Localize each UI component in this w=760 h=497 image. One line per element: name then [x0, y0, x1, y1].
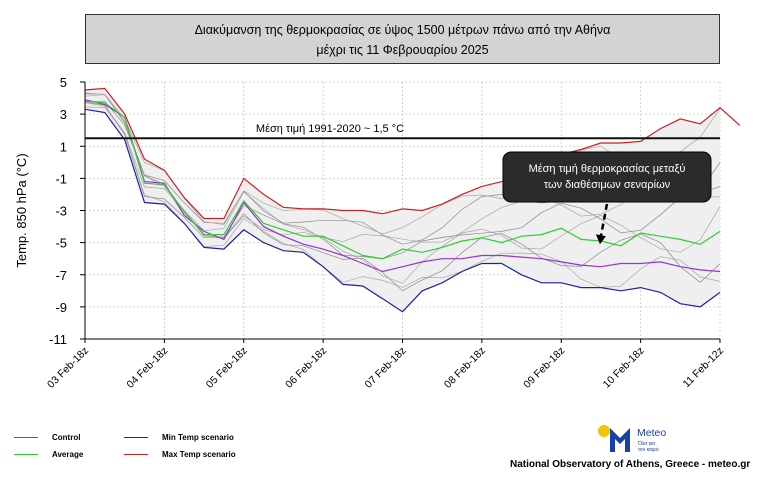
legend-label-control: Control — [52, 433, 81, 442]
legend-label-max: Max Temp scenario — [162, 450, 236, 459]
y-tick-label: -1 — [55, 171, 67, 186]
chart-title-line1: Διακύμανση της θερμοκρασίας σε ύψος 1500… — [194, 23, 611, 37]
logo-tagline-1: Όλα για — [637, 441, 655, 447]
legend-item-max: Max Temp scenario — [124, 450, 236, 459]
annotation-box — [502, 151, 712, 203]
annotation-text-2: των διαθέσιμων σεναρίων — [544, 179, 671, 191]
series-line-min-temp-scenario — [84, 108, 721, 313]
envelope-area — [85, 88, 720, 312]
legend-swatch-average — [14, 454, 38, 455]
meteo-logo-mark: Meteo Όλα για τον καιρό — [598, 425, 666, 453]
legend-label-average: Average — [52, 450, 84, 459]
y-tick-label: 3 — [60, 107, 67, 122]
footer-credit: National Observatory of Athens, Greece -… — [510, 459, 751, 470]
y-tick-label: -3 — [55, 204, 67, 219]
legend-swatch-control — [14, 437, 38, 438]
x-tick-label: 05 Feb-18z — [204, 345, 250, 391]
y-tick-label: -5 — [55, 236, 67, 251]
x-tick-label: 03 Feb-18z — [45, 345, 91, 391]
logo-m-icon — [610, 428, 630, 452]
ensemble-member-line — [84, 102, 721, 284]
series-line-control — [84, 99, 721, 273]
annotation-arrow-head — [595, 234, 606, 245]
logo-name: Meteo — [637, 427, 666, 439]
legend-label-min: Min Temp scenario — [162, 433, 234, 442]
x-tick-label: 04 Feb-18z — [124, 345, 170, 391]
x-tick-label: 09 Feb-18z — [521, 345, 567, 391]
reference-line-label: Μέση τιμή 1991-2020 ~ 1,5 °C — [256, 123, 404, 135]
y-tick-label: 5 — [60, 75, 67, 90]
legend-item-control: Control — [14, 433, 80, 442]
series-line-max-temp-scenario — [84, 87, 741, 220]
reference-line-group: Μέση τιμή 1991-2020 ~ 1,5 °C — [85, 123, 720, 140]
series-line-average — [84, 100, 721, 260]
chart-title-box: Διακύμανση της θερμοκρασίας σε ύψος 1500… — [85, 14, 720, 64]
meteo-logo: Meteo Όλα για τον καιρό — [596, 420, 706, 456]
legend: Control Average Min Temp scenario Max Te… — [0, 428, 500, 468]
logo-sun-icon — [598, 425, 610, 437]
legend-swatch-max — [124, 454, 148, 455]
x-tick-label: 07 Feb-18z — [363, 345, 409, 391]
y-axis-label: Temp. 850 hPa (°C) — [14, 153, 29, 267]
annotation-arrow-line — [599, 203, 609, 237]
scenario-envelope — [85, 88, 720, 312]
chart-title-line2: μέχρι τις 11 Φεβρουαρίου 2025 — [316, 43, 489, 57]
x-tick-label: 10 Feb-18z — [601, 345, 647, 391]
logo-tagline-2: τον καιρό — [638, 446, 659, 453]
y-tick-label: -7 — [55, 268, 67, 283]
y-tick-label: 1 — [60, 139, 67, 154]
annotation-group: Μέση τιμή θερμοκρασίας μεταξύ των διαθέσι… — [502, 151, 712, 245]
x-tick-label: 11 Feb-12z — [681, 345, 726, 390]
legend-item-min: Min Temp scenario — [124, 433, 234, 442]
legend-swatch-min — [124, 437, 148, 438]
y-tick-label: -9 — [55, 300, 67, 315]
x-tick-label: 06 Feb-18z — [283, 345, 329, 391]
legend-item-average: Average — [14, 450, 83, 459]
x-tick-label: 08 Feb-18z — [442, 345, 488, 391]
annotation-text-1: Μέση τιμή θερμοκρασίας μεταξύ — [529, 163, 686, 175]
series-lines — [84, 87, 741, 313]
y-tick-label: -11 — [49, 332, 67, 347]
ensemble-member-line — [84, 94, 721, 243]
